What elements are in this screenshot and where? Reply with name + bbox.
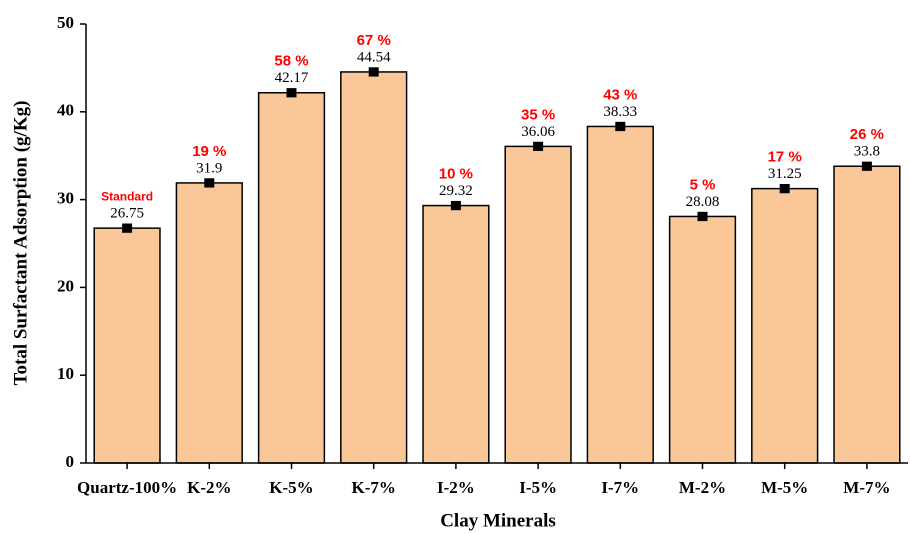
annotation: 35 % [521,106,555,123]
annotation: 67 % [357,32,391,49]
value-label: 26.75 [110,206,144,222]
value-label: 28.08 [686,194,720,210]
bar [504,145,572,464]
annotation: 17 % [768,149,802,166]
error-cap [861,161,872,171]
bar [93,227,161,464]
bar [586,125,654,464]
error-cap [450,200,461,211]
bar [175,182,243,464]
error-cap [368,67,379,77]
error-cap [122,223,133,233]
x-tick-label: M-5% [761,478,808,497]
value-label: 42.17 [275,70,309,86]
x-tick-label: I-5% [519,478,557,497]
x-tick-label: M-7% [843,478,890,497]
x-tick-label: I-7% [601,478,639,497]
x-tick-label: K-5% [269,478,313,497]
value-label: 38.33 [603,104,637,120]
value-label: 29.32 [439,183,473,199]
error-cap [286,88,297,98]
y-axis-title: Total Surfactant Adsorption (g/Kg) [10,101,31,386]
y-tick-label: 10 [57,364,74,383]
bar [668,215,737,464]
value-label: 31.9 [196,160,222,176]
annotation: 58 % [274,53,308,70]
annotation: 43 % [603,86,637,103]
x-tick-label: I-2% [437,478,475,497]
bar [340,71,408,464]
value-label: 36.06 [521,124,555,140]
x-tick-label: K-2% [187,478,231,497]
error-cap [779,183,790,194]
y-tick-label: 50 [57,13,74,32]
value-label: 33.8 [854,144,880,160]
value-label: 44.54 [357,49,391,65]
value-label: 31.25 [768,166,802,182]
bar [833,165,901,464]
annotation: 10 % [439,166,473,183]
error-cap [615,121,626,132]
y-tick-label: 0 [66,452,75,471]
x-tick-label: M-2% [679,478,726,497]
x-tick-label: K-7% [352,478,396,497]
bar [257,91,326,464]
y-tick-label: 20 [57,276,74,295]
error-cap [204,178,215,188]
annotation: 5 % [690,176,716,193]
y-tick-label: 30 [57,189,74,208]
annotation: Standard [101,189,153,203]
annotation: 26 % [850,126,884,143]
bar [422,204,490,464]
y-tick-label: 40 [57,101,74,120]
error-cap [533,141,544,152]
x-axis-title: Clay Minerals [440,510,556,531]
bar [751,187,819,464]
x-tick-label: Quartz-100% [77,478,177,497]
annotation: 19 % [192,143,226,160]
error-cap [697,211,708,222]
